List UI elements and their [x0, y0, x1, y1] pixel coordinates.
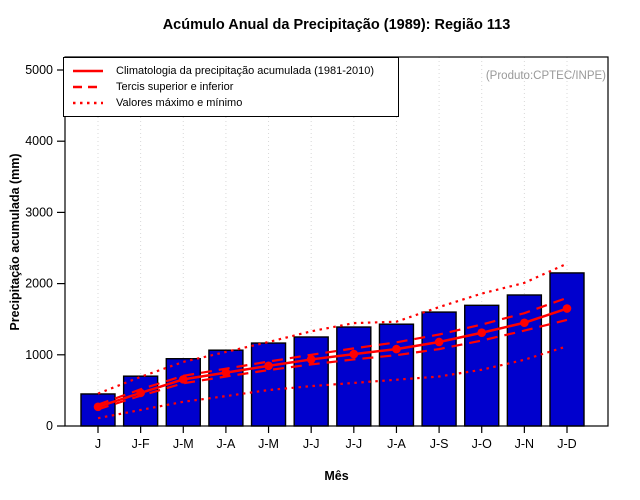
x-tick-label: J-D	[557, 437, 576, 451]
line-solid	[97, 307, 568, 408]
y-tick-label: 5000	[25, 63, 53, 77]
x-tick-label: J-A	[217, 437, 236, 451]
x-tick-label: J-M	[173, 437, 194, 451]
climatology-point	[136, 388, 145, 398]
climatology-point	[264, 361, 273, 371]
legend-label: Valores máximo e mínimo	[116, 97, 243, 109]
bar	[165, 358, 201, 427]
legend: Climatologia da precipitação acumulada (…	[63, 57, 399, 117]
x-tick-label: J-A	[387, 437, 406, 451]
line-dashed	[97, 318, 568, 411]
bar	[293, 336, 329, 427]
y-tick-label: 4000	[25, 134, 53, 148]
legend-label: Tercis superior e inferior	[116, 81, 234, 93]
chart-title: Acúmulo Anual da Precipitação (1989): Re…	[162, 17, 511, 33]
y-tick-label: 3000	[25, 205, 53, 219]
legend-item-tercis: Tercis superior e inferior	[71, 79, 390, 95]
x-tick-label: J-N	[515, 437, 534, 451]
bar	[421, 311, 457, 427]
producer-note: (Produto:CPTEC/INPE)	[485, 70, 606, 82]
legend-dotted-line-icon	[73, 101, 103, 105]
x-tick-label: J-S	[430, 437, 449, 451]
x-tick-label: J	[95, 437, 101, 451]
bar	[336, 326, 372, 427]
climatology-point	[434, 337, 444, 347]
x-tick-label: J-O	[472, 437, 492, 451]
bar	[208, 349, 244, 427]
x-tick-label: J-J	[303, 437, 320, 451]
climatology-point	[349, 349, 359, 359]
climatology-point	[93, 402, 103, 412]
x-tick-label: J-M	[258, 437, 279, 451]
bar	[506, 294, 543, 427]
x-tick-label: J-J	[345, 437, 362, 451]
legend-item-climatologia: Climatologia da precipitação acumulada (…	[71, 63, 390, 79]
bar	[250, 342, 287, 427]
x-tick-label: J-F	[132, 437, 150, 451]
line-dashed	[97, 296, 568, 406]
legend-dashed-line-icon	[73, 85, 103, 89]
climatology-point	[178, 375, 188, 384]
y-axis-title: Precipitação acumulada (mm)	[8, 153, 22, 331]
climatology-point	[392, 344, 401, 354]
bar	[378, 323, 415, 427]
climatology-point	[477, 328, 487, 338]
line-dotted	[97, 345, 568, 420]
legend-solid-line-icon	[73, 69, 103, 73]
climatology-point	[520, 318, 529, 328]
climatology-point	[306, 355, 316, 364]
climatology-point	[562, 304, 572, 313]
y-tick-label: 1000	[25, 348, 53, 362]
bar	[464, 304, 500, 427]
y-tick-label: 0	[46, 419, 53, 433]
y-tick-label: 2000	[25, 277, 53, 291]
x-axis-title: Mês	[324, 469, 349, 483]
legend-label: Climatologia da precipitação acumulada (…	[116, 65, 375, 77]
legend-item-max-min: Valores máximo e mínimo	[71, 95, 390, 111]
bar	[122, 375, 159, 427]
climatology-point	[221, 368, 231, 377]
